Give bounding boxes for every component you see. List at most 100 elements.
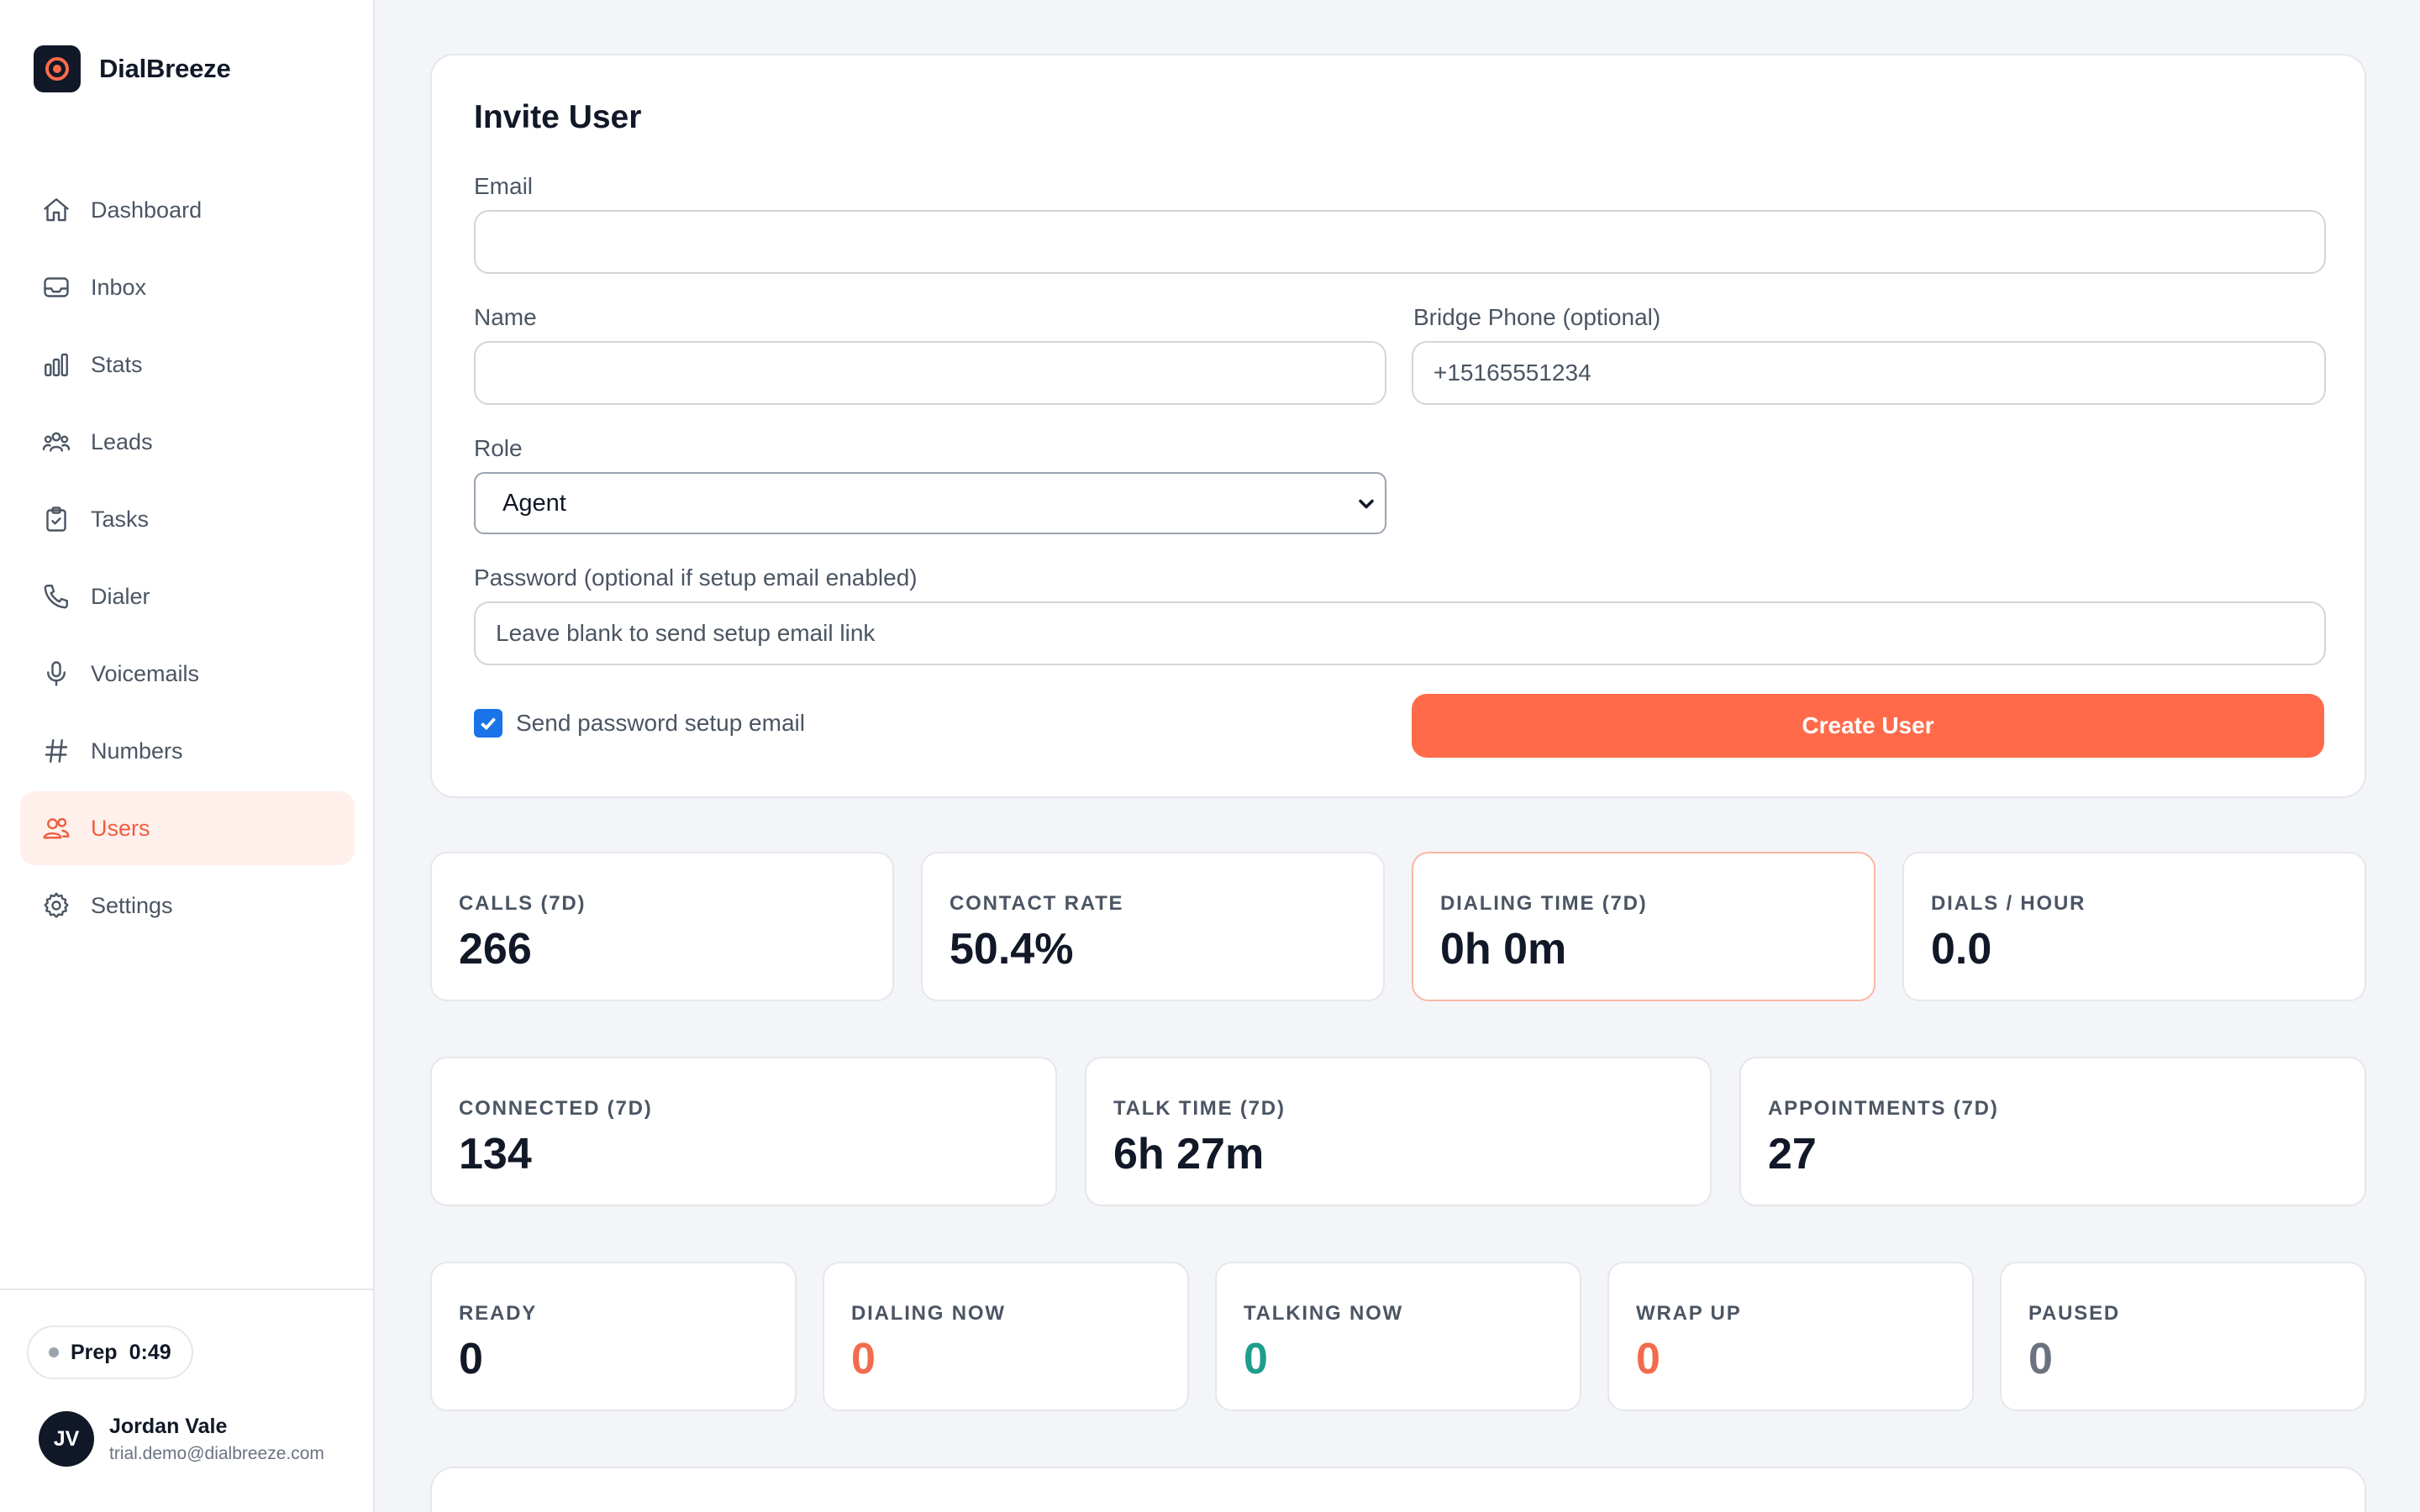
stat-card-connected: CONNECTED (7D) 134 [430, 1057, 1057, 1206]
sidebar-item-stats[interactable]: Stats [20, 328, 355, 402]
invite-user-card: Invite User Email Name Bridge Phone (opt… [430, 54, 2366, 798]
email-field[interactable] [474, 210, 2326, 274]
sidebar: DialBreeze Dashboard Inbox Stats Leads [0, 0, 375, 1512]
phone-icon [40, 580, 72, 612]
sidebar-item-label: Tasks [91, 506, 150, 532]
role-selected-value: Agent [502, 489, 566, 517]
bar-chart-icon [40, 349, 72, 381]
stat-label: TALKING NOW [1244, 1302, 1403, 1325]
stat-value: 6h 27m [1113, 1130, 1265, 1179]
stat-value: 0h 0m [1440, 925, 1567, 974]
stat-label: PAUSED [2028, 1302, 2121, 1325]
stat-value: 0 [1636, 1335, 1660, 1383]
inbox-icon [40, 271, 72, 303]
send-setup-email-checkbox[interactable] [474, 709, 502, 738]
sidebar-item-leads[interactable]: Leads [20, 405, 355, 479]
stat-card-ready: READY 0 [430, 1262, 797, 1411]
sidebar-footer: Prep 0:49 JV Jordan Vale trial.demo@dial… [0, 1289, 375, 1512]
stat-label: CONNECTED (7D) [459, 1097, 653, 1120]
avatar: JV [39, 1411, 94, 1467]
password-field[interactable] [474, 601, 2326, 665]
sidebar-item-dialer[interactable]: Dialer [20, 559, 355, 633]
stat-card-talk-time: TALK TIME (7D) 6h 27m [1085, 1057, 1712, 1206]
user-email: trial.demo@dialbreeze.com [109, 1443, 324, 1463]
microphone-icon [40, 658, 72, 690]
stat-label: DIALING TIME (7D) [1440, 892, 1648, 915]
brand-logo-icon [34, 45, 81, 92]
stat-card-contact-rate: CONTACT RATE 50.4% [921, 852, 1385, 1001]
users-icon [40, 812, 72, 844]
sidebar-item-label: Settings [91, 892, 173, 918]
sidebar-item-dashboard[interactable]: Dashboard [20, 173, 355, 247]
stat-value: 27 [1768, 1130, 1817, 1179]
home-icon [40, 194, 72, 226]
stat-card-dials-per-hour: DIALS / HOUR 0.0 [1902, 852, 2366, 1001]
stat-card-appointments: APPOINTMENTS (7D) 27 [1739, 1057, 2366, 1206]
hash-icon [40, 735, 72, 767]
stat-label: CALLS (7D) [459, 892, 587, 915]
stat-label: APPOINTMENTS (7D) [1768, 1097, 1999, 1120]
stat-card-dialing-time: DIALING TIME (7D) 0h 0m [1412, 852, 1876, 1001]
sidebar-item-label: Dialer [91, 583, 150, 609]
user-profile[interactable]: JV Jordan Vale trial.demo@dialbreeze.com [39, 1411, 324, 1467]
status-dot-icon [49, 1347, 59, 1357]
sidebar-item-inbox[interactable]: Inbox [20, 250, 355, 324]
sidebar-item-label: Leads [91, 428, 153, 454]
users-list-card [430, 1467, 2366, 1512]
password-label: Password (optional if setup email enable… [474, 564, 918, 591]
stat-value: 0 [2028, 1335, 2053, 1383]
email-label: Email [474, 173, 534, 199]
stat-value: 0 [851, 1335, 876, 1383]
stat-card-talking-now: TALKING NOW 0 [1215, 1262, 1581, 1411]
stat-card-paused: PAUSED 0 [2000, 1262, 2366, 1411]
stat-label: DIALING NOW [851, 1302, 1006, 1325]
create-user-button[interactable]: Create User [1412, 694, 2324, 758]
sidebar-item-numbers[interactable]: Numbers [20, 714, 355, 788]
send-setup-email-label: Send password setup email [516, 710, 805, 736]
sidebar-item-label: Stats [91, 351, 143, 377]
stat-label: TALK TIME (7D) [1113, 1097, 1286, 1120]
send-setup-email-row[interactable]: Send password setup email [474, 709, 805, 738]
name-field[interactable] [474, 341, 1386, 405]
invite-title: Invite User [474, 99, 642, 135]
agent-status-pill[interactable]: Prep 0:49 [27, 1326, 193, 1379]
sidebar-item-voicemails[interactable]: Voicemails [20, 637, 355, 711]
stat-value: 0 [1244, 1335, 1268, 1383]
brand-name: DialBreeze [99, 54, 231, 83]
stat-label: DIALS / HOUR [1931, 892, 2086, 915]
sidebar-item-label: Numbers [91, 738, 183, 764]
sidebar-item-tasks[interactable]: Tasks [20, 482, 355, 556]
stat-label: READY [459, 1302, 538, 1325]
brand[interactable]: DialBreeze [34, 45, 231, 92]
sidebar-item-label: Voicemails [91, 660, 200, 686]
stat-value: 266 [459, 925, 532, 974]
stat-value: 0.0 [1931, 925, 1992, 974]
bridge-phone-field[interactable] [1412, 341, 2326, 405]
name-label: Name [474, 304, 537, 330]
sidebar-item-label: Inbox [91, 274, 147, 300]
role-label: Role [474, 435, 523, 461]
role-select[interactable]: Agent [474, 472, 1386, 534]
user-name: Jordan Vale [109, 1414, 228, 1438]
stat-card-wrap-up: WRAP UP 0 [1607, 1262, 1974, 1411]
stat-card-dialing-now: DIALING NOW 0 [823, 1262, 1189, 1411]
stat-label: WRAP UP [1636, 1302, 1742, 1325]
chevron-down-icon [1359, 499, 1374, 509]
sidebar-item-label: Dashboard [91, 197, 203, 223]
sidebar-nav: Dashboard Inbox Stats Leads Tasks [20, 173, 355, 946]
stat-value: 0 [459, 1335, 483, 1383]
checkmark-icon [481, 717, 496, 731]
gear-icon [40, 890, 72, 921]
sidebar-item-label: Users [91, 815, 150, 841]
stat-label: CONTACT RATE [950, 892, 1124, 915]
bridge-phone-label: Bridge Phone (optional) [1413, 304, 1661, 330]
clipboard-icon [40, 503, 72, 535]
status-label: Prep [71, 1340, 118, 1364]
sidebar-item-settings[interactable]: Settings [20, 869, 355, 942]
sidebar-item-users[interactable]: Users [20, 791, 355, 865]
stat-card-calls: CALLS (7D) 266 [430, 852, 894, 1001]
stat-value: 50.4% [950, 925, 1074, 974]
people-group-icon [40, 426, 72, 458]
status-timer: 0:49 [129, 1340, 171, 1364]
stat-value: 134 [459, 1130, 532, 1179]
